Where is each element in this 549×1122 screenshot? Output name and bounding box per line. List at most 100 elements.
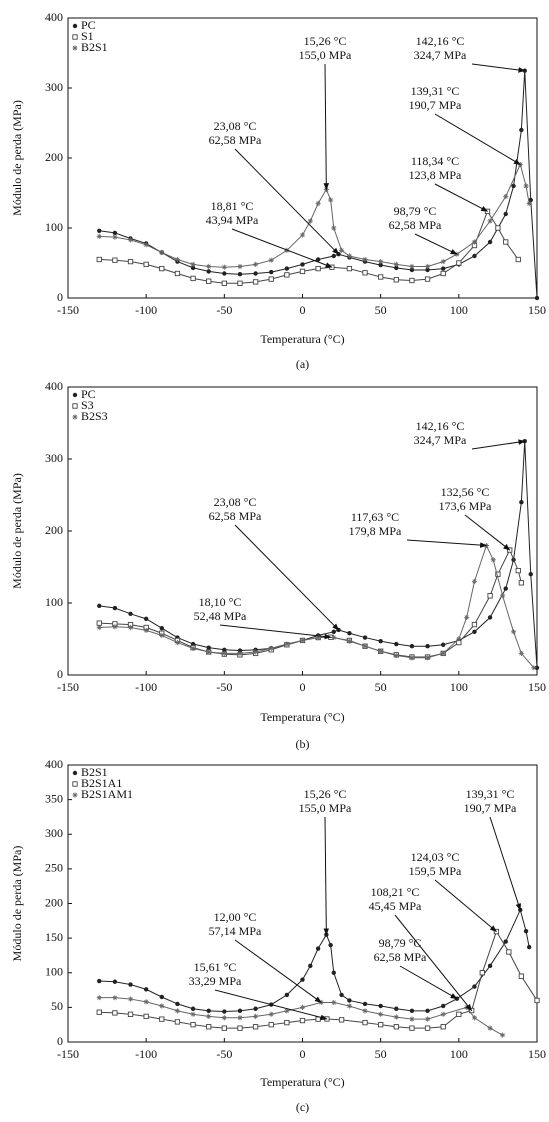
marker xyxy=(206,1013,212,1019)
annotation-value: 155,0 MPa xyxy=(299,48,352,62)
marker xyxy=(206,278,212,284)
marker xyxy=(534,997,540,1004)
legend-marker xyxy=(72,23,78,29)
annotation-arrow xyxy=(406,539,488,548)
marker xyxy=(190,275,196,282)
marker xyxy=(440,1024,446,1030)
marker xyxy=(503,193,509,200)
x-tick-label: -50 xyxy=(216,1047,232,1061)
marker xyxy=(464,614,470,620)
marker xyxy=(315,1016,321,1022)
marker xyxy=(456,260,462,266)
legend-label: B2S1AM1 xyxy=(81,787,133,801)
marker xyxy=(268,257,274,263)
marker xyxy=(112,257,118,263)
marker xyxy=(378,262,383,268)
y-tick-label: 200 xyxy=(45,150,63,164)
legend-marker xyxy=(72,34,78,40)
annotation-arrow xyxy=(234,939,322,1003)
marker xyxy=(315,200,321,207)
marker xyxy=(143,1013,149,1020)
marker xyxy=(441,642,446,647)
legend-label: B2S3 xyxy=(81,409,108,423)
marker xyxy=(378,1003,383,1009)
y-tick-label: 50 xyxy=(51,999,63,1013)
marker xyxy=(523,929,529,934)
marker xyxy=(253,649,259,655)
marker xyxy=(362,643,368,649)
y-tick-label: 100 xyxy=(45,965,63,979)
annotation-arrow xyxy=(464,514,511,551)
y-tick-label: 350 xyxy=(45,791,63,805)
annotation-value: 155,0 MPa xyxy=(299,801,352,815)
y-axis-label: Módulo de perda (MPa) xyxy=(10,846,24,962)
y-tick-label: 300 xyxy=(45,80,63,94)
y-tick-label: 400 xyxy=(45,379,63,393)
marker xyxy=(299,1004,306,1010)
marker xyxy=(378,638,383,644)
marker xyxy=(394,1006,399,1011)
marker xyxy=(526,200,532,207)
marker xyxy=(523,183,529,189)
y-tick-label: 250 xyxy=(45,861,63,875)
annotation-arrow xyxy=(394,914,473,1012)
annotation-value: 57,14 MPa xyxy=(209,924,262,938)
legend-marker xyxy=(72,770,78,776)
marker xyxy=(500,593,506,599)
annotation-value: 33,29 MPa xyxy=(189,974,242,988)
marker xyxy=(143,242,149,248)
marker xyxy=(378,648,384,654)
x-tick-label: -150 xyxy=(57,1047,79,1061)
marker xyxy=(252,1024,259,1030)
marker xyxy=(526,944,532,950)
marker xyxy=(517,161,523,168)
marker xyxy=(97,603,102,609)
marker xyxy=(112,995,118,1001)
marker xyxy=(347,631,352,636)
annotation-arrow xyxy=(434,183,489,212)
legend-label: B2S1 xyxy=(81,40,108,54)
marker xyxy=(127,1011,134,1017)
legend-label: S1 xyxy=(81,29,94,43)
annotation-arrow xyxy=(234,524,340,631)
marker xyxy=(315,946,321,951)
marker xyxy=(440,270,446,277)
annotation-temp: 142,16 °C xyxy=(416,419,465,433)
annotation-arrow xyxy=(414,233,458,255)
annotation-temp: 98,79 °C xyxy=(394,204,437,218)
y-tick-label: 300 xyxy=(45,826,63,840)
y-tick-label: 0 xyxy=(57,1034,63,1048)
marker xyxy=(143,987,149,992)
marker xyxy=(222,271,227,276)
marker xyxy=(206,649,212,655)
marker xyxy=(268,276,274,282)
marker xyxy=(393,1024,399,1030)
y-tick-label: 400 xyxy=(45,10,63,24)
marker xyxy=(174,1008,181,1014)
annotation-temp: 139,31 °C xyxy=(411,84,460,98)
marker xyxy=(308,963,313,969)
marker xyxy=(424,1016,431,1022)
marker xyxy=(253,261,259,267)
marker xyxy=(528,197,533,203)
annotation-arrow xyxy=(489,816,521,911)
plot-frame xyxy=(67,386,538,676)
caption: (c) xyxy=(296,1100,309,1114)
x-tick-label: 0 xyxy=(300,1047,306,1061)
marker xyxy=(503,239,509,245)
marker xyxy=(128,611,133,616)
marker xyxy=(284,1008,290,1014)
marker xyxy=(409,655,415,661)
marker xyxy=(346,638,352,644)
annotation-temp: 18,81 °C xyxy=(211,199,254,213)
marker xyxy=(534,295,540,301)
marker xyxy=(112,979,118,984)
marker xyxy=(331,999,337,1006)
marker xyxy=(268,1011,274,1017)
y-tick-label: 100 xyxy=(45,220,63,234)
marker xyxy=(515,567,521,574)
marker xyxy=(206,1008,211,1014)
x-tick-label: 0 xyxy=(300,303,306,317)
annotation-temp: 124,03 °C xyxy=(411,850,460,864)
marker xyxy=(503,939,508,944)
